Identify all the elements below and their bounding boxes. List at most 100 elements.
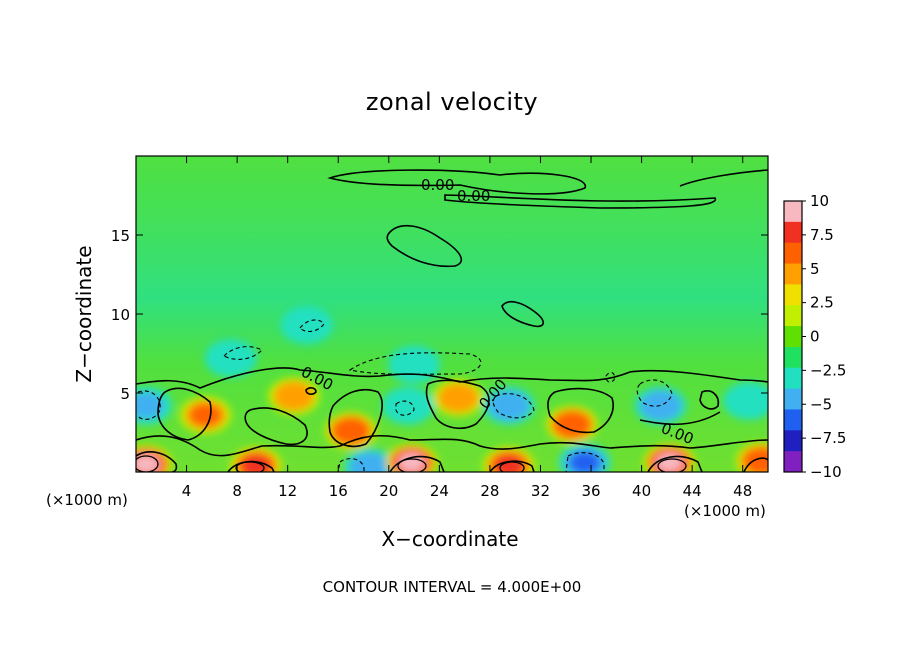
colorbar-segment [784,242,802,265]
contour-ring [499,461,525,472]
colorbar-segment [784,201,802,223]
colorbar-tick-label: 2.5 [810,294,834,312]
contour-line [636,379,673,407]
contour-line [425,379,490,430]
contour-line [327,169,586,195]
x-tick-label: 28 [480,482,499,500]
colorbar-tick-label: 0 [810,328,820,346]
colorbar-tick-label: −10 [810,463,842,481]
contour-rings [136,455,687,472]
colorbar-tick-label: 10 [810,192,829,210]
contour-line [647,455,703,472]
velocity-cell [354,456,386,472]
velocity-cell [747,450,768,471]
contour-label: 0.00 [421,176,454,194]
x-tick-label: 12 [278,482,297,500]
contour-interval-note: CONTOUR INTERVAL = 4.000E+00 [322,578,582,596]
velocity-cell [396,351,433,378]
contour-line [348,352,482,375]
contour-line [305,387,317,395]
colorbar-segment [784,305,802,327]
x-axis-ticks: 4 8 12 16 20 24 28 32 36 40 44 48 [182,156,752,500]
colorbar-segment [784,409,802,431]
contour-line [395,400,415,416]
colorbar-tick-label: 7.5 [810,226,834,244]
velocity-cell [569,451,601,472]
velocity-cell [288,312,325,339]
x-tick-label: 48 [733,482,752,500]
x-tick-label: 44 [683,482,702,500]
colorbar-tick-label: −2.5 [810,361,846,379]
x-axis-label: X−coordinate [381,527,519,551]
contour-line [328,388,383,448]
contour-line [679,169,768,187]
x-unit-label-right: (×1000 m) [684,502,766,520]
y-axis-ticks: 5 10 15 [111,227,768,403]
chart-title: zonal velocity [365,88,539,116]
velocity-cell [278,385,310,408]
contour-line [699,390,720,410]
velocity-cell [190,404,221,427]
colorbar-segment [784,388,802,410]
y-tick-label: 10 [111,306,130,324]
contour-ring [136,455,159,472]
x-tick-label: 32 [531,482,550,500]
velocity-cell [136,392,165,419]
colorbar-segment [784,284,802,306]
contour-label: 0.00 [457,187,490,205]
velocity-cell [136,454,160,472]
x-tick-label: 16 [329,482,348,500]
colorbar-segment [784,326,802,348]
contour-line [244,407,308,446]
y-tick-label: 15 [111,227,130,245]
colorbar-segment [784,346,802,369]
x-tick-label: 8 [232,482,242,500]
velocity-cell [242,455,271,472]
x-tick-label: 4 [182,482,192,500]
x-tick-label: 36 [581,482,600,500]
contour-line [137,390,161,420]
contour-line [565,452,605,472]
colorbar-segment [784,263,802,285]
x-tick-label: 40 [632,482,651,500]
velocity-cell [336,420,365,441]
velocity-cell [398,453,425,472]
velocity-cell [656,453,683,472]
colorbar: 10 7.5 5 2.5 0 −2.5 −5 −7.5 −10 [783,192,846,481]
velocity-cell [493,394,525,417]
contour-ring [657,458,687,472]
x-tick-label: 24 [430,482,449,500]
contour-line [299,319,325,333]
x-unit-label-left: (×1000 m) [46,491,128,509]
contour-ring [235,461,265,472]
y-tick-label: 5 [120,385,130,403]
contour-line [389,455,445,472]
velocity-cell [389,392,426,419]
contour-line [157,387,212,441]
contour-line [605,371,615,383]
colorbar-tick-label: −7.5 [810,429,846,447]
x-tick-label: 20 [379,482,398,500]
contour-line [444,194,717,209]
velocity-cell [558,414,587,435]
negative-contours [137,319,673,472]
contour-line [492,393,535,419]
velocity-cell [494,455,523,472]
contour-line [501,300,544,328]
contour-line [136,434,768,457]
contour-line [547,387,614,434]
contour-line [386,225,463,268]
contour-line [743,457,768,472]
colorbar-segment [784,221,802,244]
contour-line [639,411,721,426]
velocity-cell [731,387,768,414]
velocity-cell [442,386,474,409]
colorbar-segment [784,367,802,390]
plot-area [136,156,768,472]
colorbar-tick-label: 5 [810,260,820,278]
colorbar-tick-label: −5 [810,395,832,413]
velocity-field [136,306,768,472]
colorbar-segment [784,451,802,473]
colorbar-segment [784,430,802,452]
